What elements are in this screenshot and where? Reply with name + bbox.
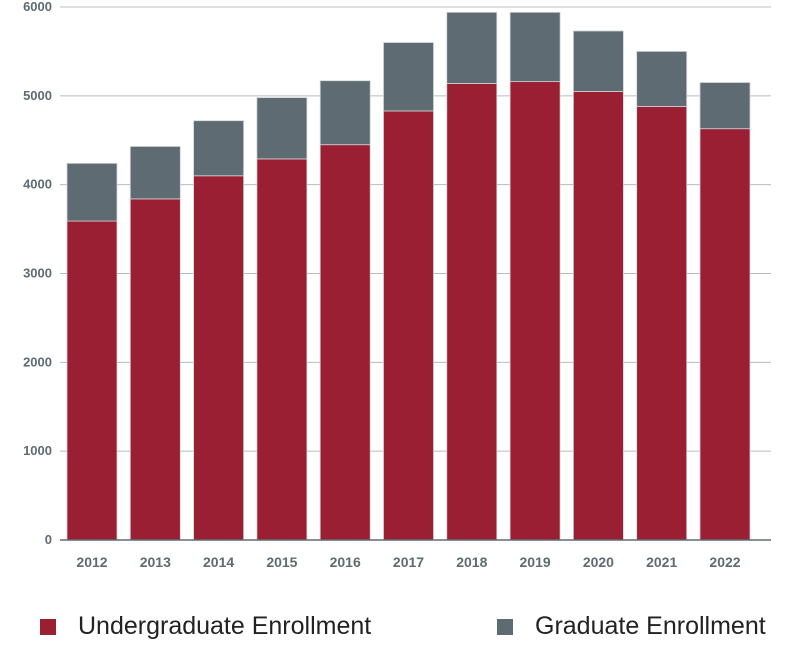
y-tick-label: 4000 (23, 177, 52, 192)
x-tick-label: 2018 (456, 554, 487, 570)
y-tick-label: 5000 (23, 88, 52, 103)
x-tick-label: 2017 (393, 554, 424, 570)
bar-graduate (66, 162, 118, 222)
x-tick-label: 2016 (330, 554, 361, 570)
legend-swatch-undergraduate (40, 618, 56, 635)
legend-graduate: Graduate Enrollment (497, 612, 766, 641)
bar-undergraduate (256, 158, 308, 541)
x-tick-label: 2014 (203, 554, 234, 570)
bar-graduate (256, 97, 308, 160)
bar-graduate (699, 82, 751, 130)
bar-graduate (636, 51, 688, 107)
y-tick-label: 3000 (23, 266, 52, 281)
y-tick-label: 1000 (23, 443, 52, 458)
legend-label-undergraduate: Undergraduate Enrollment (78, 612, 372, 640)
bar-undergraduate (636, 106, 688, 541)
bar-graduate (319, 80, 371, 146)
bar-undergraduate (446, 82, 498, 541)
bar-graduate (573, 30, 624, 92)
bar-graduate (446, 11, 498, 84)
bar-graduate (193, 120, 245, 177)
bar-undergraduate (383, 110, 434, 541)
x-tick-label: 2012 (76, 554, 107, 570)
bar-graduate (129, 146, 181, 200)
bar-undergraduate (193, 175, 245, 541)
x-tick-label: 2020 (583, 554, 614, 570)
y-tick-label: 2000 (23, 354, 52, 369)
y-tick-label: 6000 (23, 0, 52, 14)
bar-undergraduate (66, 220, 118, 541)
x-tick-label: 2022 (709, 554, 740, 570)
bar-undergraduate (573, 90, 624, 541)
legend-label-graduate: Graduate Enrollment (535, 612, 766, 640)
legend-undergraduate: Undergraduate Enrollment (40, 612, 371, 641)
x-tick-label: 2019 (520, 554, 551, 570)
bar-graduate (383, 42, 434, 112)
bar-undergraduate (699, 128, 751, 541)
bar-undergraduate (319, 144, 371, 541)
bar-undergraduate (509, 81, 561, 541)
x-tick-label: 2015 (266, 554, 297, 570)
y-tick-label: 0 (45, 532, 52, 547)
x-tick-label: 2013 (140, 554, 171, 570)
legend-swatch-graduate (497, 618, 513, 635)
bar-graduate (509, 11, 561, 83)
stacked-bar-chart: 0 1000 2000 3000 4000 5000 6000 2012 2013 2014 201… (23, 0, 771, 570)
x-tick-label: 2021 (646, 554, 677, 570)
bar-undergraduate (129, 198, 181, 541)
